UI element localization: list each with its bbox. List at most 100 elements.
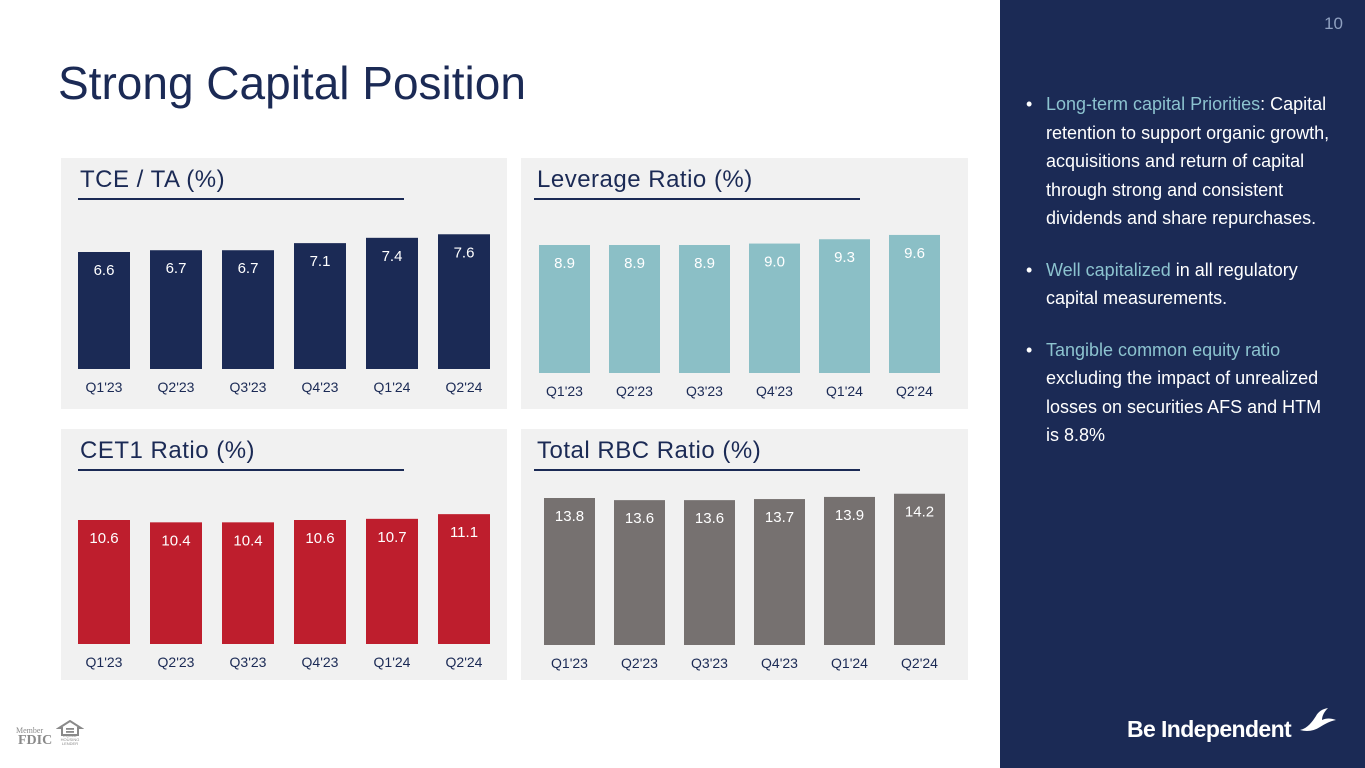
leverage-ratio-bar xyxy=(609,245,660,373)
bullet-text: : Capital retention to support organic g… xyxy=(1046,94,1330,228)
total-rbc-ratio-value-label: 13.8 xyxy=(555,508,584,525)
leverage-ratio-bar xyxy=(819,239,870,373)
tce-ta-x-tick-label: Q2'23 xyxy=(158,379,195,395)
tce-ta-x-tick-label: Q1'23 xyxy=(86,379,123,395)
brand-logo-text: Be Independent xyxy=(1127,716,1292,742)
cet1-ratio-x-tick-label: Q1'24 xyxy=(374,654,411,670)
cet1-ratio-value-label: 10.7 xyxy=(377,529,406,546)
leverage-ratio-value-label: 9.3 xyxy=(834,249,855,266)
leverage-ratio-x-tick-label: Q2'24 xyxy=(896,383,933,399)
tce-ta-bar xyxy=(366,237,418,369)
tce-ta-value-label: 6.7 xyxy=(238,260,259,277)
tce-ta-bar xyxy=(150,250,202,369)
slide-title: Strong Capital Position xyxy=(58,57,526,109)
tce-ta-value-label: 7.4 xyxy=(382,248,403,265)
tce-ta-chart-title: TCE / TA (%) xyxy=(80,166,226,193)
bullet-item: Tangible common equity ratio excluding t… xyxy=(1026,336,1336,450)
equal-housing-lender-label: EQUAL HOUSING LENDER xyxy=(60,733,80,746)
cet1-ratio-bar xyxy=(366,518,418,644)
bullet-text: in all regulatory capital measurements. xyxy=(1046,259,1298,309)
tce-ta-title-underline xyxy=(78,198,404,200)
total-rbc-ratio-bar xyxy=(894,493,945,645)
bullet-highlight: Well capitalized xyxy=(1046,259,1171,280)
leverage-ratio-value-label: 8.9 xyxy=(554,255,575,272)
cet1-ratio-value-label: 10.4 xyxy=(233,532,262,549)
leverage-ratio-chart-panel: Leverage Ratio (%) 8.9 Q1'23 8.9 Q2'23 8.9 Q3… xyxy=(521,158,968,409)
leverage-ratio-chart-title: Leverage Ratio (%) xyxy=(537,166,753,193)
tce-ta-x-tick-label: Q2'24 xyxy=(446,379,483,395)
bullet-highlight: Tangible common equity ratio xyxy=(1046,339,1281,360)
total-rbc-ratio-bar xyxy=(614,500,665,645)
tce-ta-bar xyxy=(294,243,346,369)
cet1-ratio-bar xyxy=(222,522,274,644)
leverage-ratio-bar xyxy=(889,234,940,373)
total-rbc-ratio-bar-chart: 13.8 Q1'23 13.6 Q2'23 13.6 Q3'23 13.7 Q4'23 13.9… xyxy=(544,493,945,671)
cet1-ratio-value-label: 10.6 xyxy=(89,530,118,547)
page-number: 10 xyxy=(1324,14,1343,33)
total-rbc-ratio-x-tick-label: Q1'23 xyxy=(551,655,588,671)
leverage-ratio-bar xyxy=(749,243,800,373)
cet1-ratio-chart-title: CET1 Ratio (%) xyxy=(80,437,256,464)
leverage-ratio-value-label: 9.6 xyxy=(904,245,925,262)
cet1-ratio-x-tick-label: Q3'23 xyxy=(230,654,267,670)
tce-ta-bar-chart: 6.6 Q1'23 6.7 Q2'23 6.7 Q3'23 7.1 Q4'23 7.4 Q1'24… xyxy=(78,234,490,395)
total-rbc-ratio-value-label: 13.6 xyxy=(625,510,654,527)
leverage-ratio-value-label: 8.9 xyxy=(694,255,715,272)
total-rbc-ratio-value-label: 13.6 xyxy=(695,510,724,527)
total-rbc-ratio-x-tick-label: Q2'23 xyxy=(621,655,658,671)
cet1-ratio-x-tick-label: Q4'23 xyxy=(302,654,339,670)
tce-ta-x-tick-label: Q1'24 xyxy=(374,379,411,395)
total-rbc-ratio-value-label: 14.2 xyxy=(905,504,934,521)
leverage-ratio-title-underline xyxy=(534,198,860,200)
tce-ta-value-label: 6.7 xyxy=(166,260,187,277)
cet1-ratio-value-label: 11.1 xyxy=(450,524,478,541)
bird-logo-icon xyxy=(1300,708,1336,731)
total-rbc-ratio-x-tick-label: Q3'23 xyxy=(691,655,728,671)
tce-ta-value-label: 7.1 xyxy=(310,253,331,270)
cet1-ratio-chart-panel: CET1 Ratio (%) 10.6 Q1'23 10.4 Q2'23 10.4 Q3'… xyxy=(61,429,507,680)
cet1-ratio-bar xyxy=(150,522,202,644)
tce-ta-value-label: 7.6 xyxy=(454,244,475,261)
total-rbc-ratio-bar xyxy=(754,499,805,645)
leverage-ratio-value-label: 8.9 xyxy=(624,255,645,272)
cet1-ratio-bar xyxy=(294,520,346,644)
tce-ta-x-tick-label: Q3'23 xyxy=(230,379,267,395)
total-rbc-ratio-bar xyxy=(824,496,875,645)
total-rbc-ratio-x-tick-label: Q1'24 xyxy=(831,655,868,671)
cet1-ratio-value-label: 10.4 xyxy=(161,532,190,549)
cet1-ratio-x-tick-label: Q2'23 xyxy=(158,654,195,670)
total-rbc-ratio-title-underline xyxy=(534,469,860,471)
cet1-ratio-value-label: 10.6 xyxy=(305,530,334,547)
leverage-ratio-bar-chart: 8.9 Q1'23 8.9 Q2'23 8.9 Q3'23 9.0 Q4'23 9.3 Q1'24… xyxy=(539,234,940,399)
cet1-ratio-bar-chart: 10.6 Q1'23 10.4 Q2'23 10.4 Q3'23 10.6 Q4'23 10.7… xyxy=(78,514,490,670)
leverage-ratio-x-tick-label: Q1'24 xyxy=(826,383,863,399)
tce-ta-bar xyxy=(222,250,274,369)
bullet-item: Long-term capital Priorities: Capital re… xyxy=(1026,90,1336,233)
total-rbc-ratio-x-tick-label: Q4'23 xyxy=(761,655,798,671)
tce-ta-value-label: 6.6 xyxy=(94,262,115,279)
equal-housing-house-icon xyxy=(55,719,85,736)
cet1-ratio-bar xyxy=(78,520,130,644)
bullet-text: excluding the impact of unrealized losse… xyxy=(1046,368,1322,445)
leverage-ratio-x-tick-label: Q4'23 xyxy=(756,383,793,399)
tce-ta-x-tick-label: Q4'23 xyxy=(302,379,339,395)
tce-ta-chart-panel: TCE / TA (%) 6.6 Q1'23 6.7 Q2'23 6.7 Q3'23 7.1… xyxy=(61,158,507,409)
bullet-item: Well capitalized in all regulatory capit… xyxy=(1026,256,1336,313)
leverage-ratio-x-tick-label: Q3'23 xyxy=(686,383,723,399)
fdic-member-label: Member xyxy=(16,726,44,735)
equal-housing-lender-logo: EQUAL HOUSING LENDER xyxy=(55,719,85,746)
tce-ta-bar xyxy=(438,234,490,369)
total-rbc-ratio-bar xyxy=(544,498,595,645)
cet1-ratio-bar xyxy=(438,514,490,644)
total-rbc-ratio-value-label: 13.7 xyxy=(765,509,794,526)
total-rbc-ratio-x-tick-label: Q2'24 xyxy=(901,655,938,671)
sidebar: 10 Long-term capital Priorities: Capital… xyxy=(1000,0,1365,768)
leverage-ratio-value-label: 9.0 xyxy=(764,254,785,271)
leverage-ratio-x-tick-label: Q1'23 xyxy=(546,383,583,399)
leverage-ratio-bar xyxy=(679,245,730,373)
bullet-list: Long-term capital Priorities: Capital re… xyxy=(1026,90,1336,473)
leverage-ratio-x-tick-label: Q2'23 xyxy=(616,383,653,399)
total-rbc-ratio-bar xyxy=(684,500,735,645)
tce-ta-bar xyxy=(78,252,130,369)
fdic-label: FDIC xyxy=(18,733,53,748)
